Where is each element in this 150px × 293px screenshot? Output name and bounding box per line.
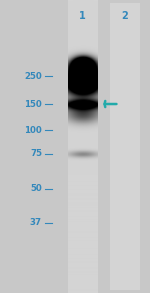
Text: 75: 75 — [30, 149, 42, 158]
Text: 1: 1 — [79, 11, 86, 21]
Bar — [110, 3, 140, 290]
Bar — [68, 3, 98, 290]
Text: 37: 37 — [30, 218, 42, 227]
Text: 2: 2 — [121, 11, 128, 21]
Text: 100: 100 — [24, 126, 42, 135]
Text: 250: 250 — [24, 72, 42, 81]
Text: 150: 150 — [24, 100, 42, 108]
Text: 50: 50 — [30, 185, 42, 193]
